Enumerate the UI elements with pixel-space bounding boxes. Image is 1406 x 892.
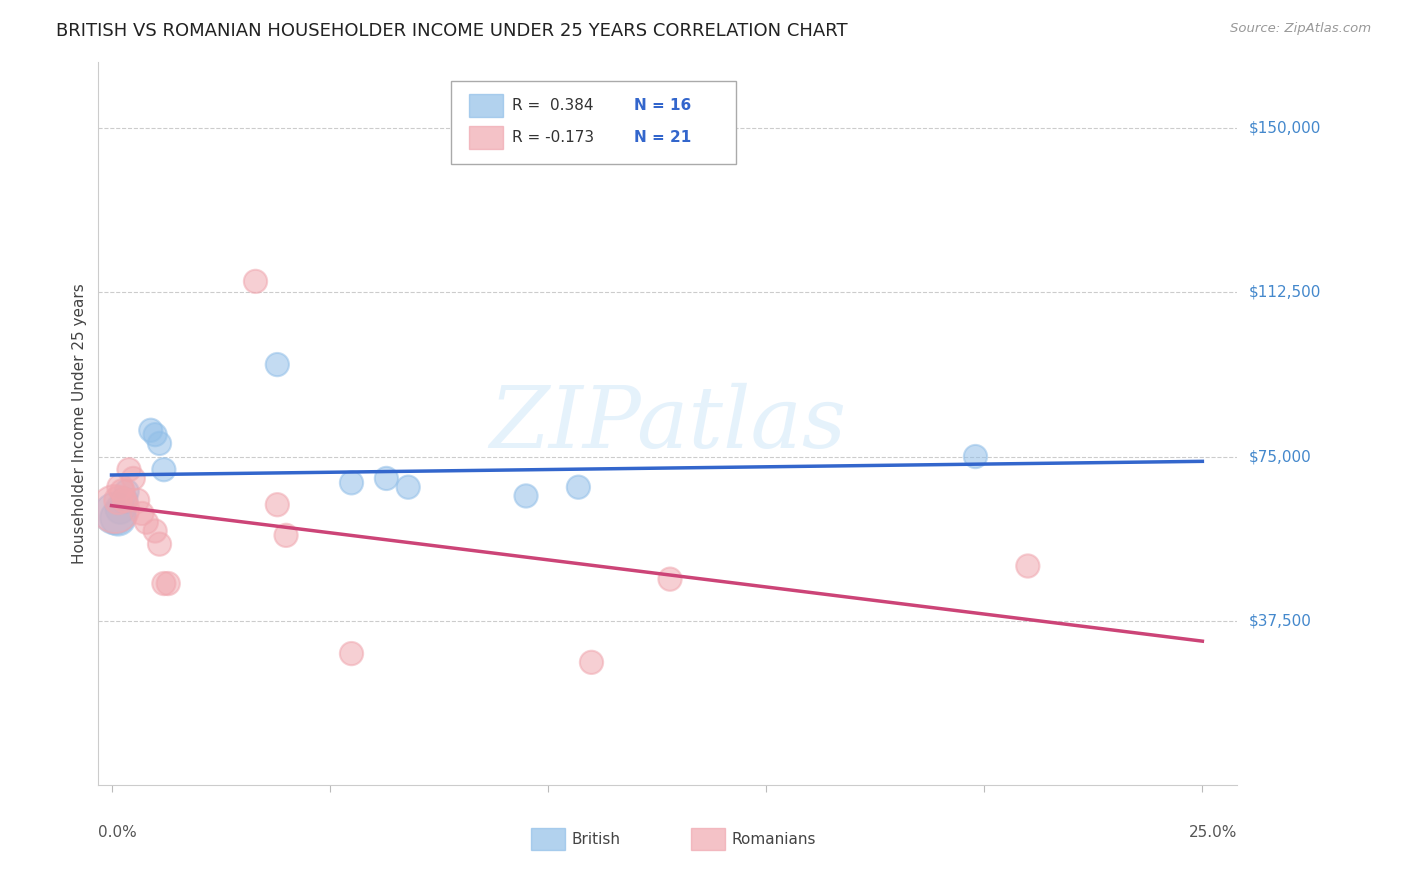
- FancyBboxPatch shape: [690, 829, 725, 850]
- Text: $37,500: $37,500: [1249, 614, 1312, 628]
- Point: [135, 515, 157, 529]
- Text: R =  0.384: R = 0.384: [512, 97, 593, 112]
- Text: ZIPatlas: ZIPatlas: [489, 383, 846, 465]
- Text: $75,000: $75,000: [1249, 449, 1312, 464]
- Point: [104, 502, 127, 516]
- Point: [131, 507, 153, 521]
- FancyBboxPatch shape: [451, 80, 737, 163]
- Point: [581, 656, 603, 670]
- Point: [340, 475, 363, 490]
- Point: [139, 423, 162, 437]
- Text: BRITISH VS ROMANIAN HOUSEHOLDER INCOME UNDER 25 YEARS CORRELATION CHART: BRITISH VS ROMANIAN HOUSEHOLDER INCOME U…: [56, 22, 848, 40]
- FancyBboxPatch shape: [468, 94, 503, 117]
- Point: [340, 647, 363, 661]
- Point: [104, 507, 127, 521]
- Point: [266, 498, 288, 512]
- Text: $112,500: $112,500: [1249, 285, 1320, 300]
- Point: [148, 537, 170, 551]
- Point: [114, 493, 136, 508]
- Point: [122, 471, 145, 485]
- FancyBboxPatch shape: [468, 126, 503, 149]
- Point: [245, 274, 267, 288]
- Point: [153, 576, 176, 591]
- Point: [111, 484, 134, 499]
- Text: N = 16: N = 16: [634, 97, 690, 112]
- Point: [659, 572, 682, 586]
- Point: [107, 493, 129, 508]
- Point: [1017, 559, 1039, 574]
- Text: N = 21: N = 21: [634, 130, 690, 145]
- Point: [107, 511, 129, 525]
- Text: $150,000: $150,000: [1249, 120, 1320, 136]
- Point: [148, 436, 170, 450]
- Y-axis label: Householder Income Under 25 years: Householder Income Under 25 years: [72, 284, 87, 564]
- Point: [274, 528, 297, 542]
- Point: [118, 463, 141, 477]
- Point: [115, 484, 138, 499]
- Point: [567, 480, 589, 494]
- Point: [127, 493, 149, 508]
- Text: R = -0.173: R = -0.173: [512, 130, 593, 145]
- Point: [515, 489, 537, 503]
- FancyBboxPatch shape: [531, 829, 565, 850]
- Point: [110, 502, 132, 516]
- Point: [965, 450, 987, 464]
- Text: Romanians: Romanians: [731, 831, 815, 847]
- Point: [375, 471, 398, 485]
- Point: [143, 524, 166, 538]
- Point: [143, 427, 166, 442]
- Point: [266, 358, 288, 372]
- Point: [153, 463, 176, 477]
- Point: [157, 576, 180, 591]
- Point: [114, 493, 136, 508]
- Text: 0.0%: 0.0%: [98, 825, 138, 839]
- Point: [110, 480, 132, 494]
- Text: Source: ZipAtlas.com: Source: ZipAtlas.com: [1230, 22, 1371, 36]
- Point: [396, 480, 419, 494]
- Text: 25.0%: 25.0%: [1189, 825, 1237, 839]
- Text: British: British: [571, 831, 620, 847]
